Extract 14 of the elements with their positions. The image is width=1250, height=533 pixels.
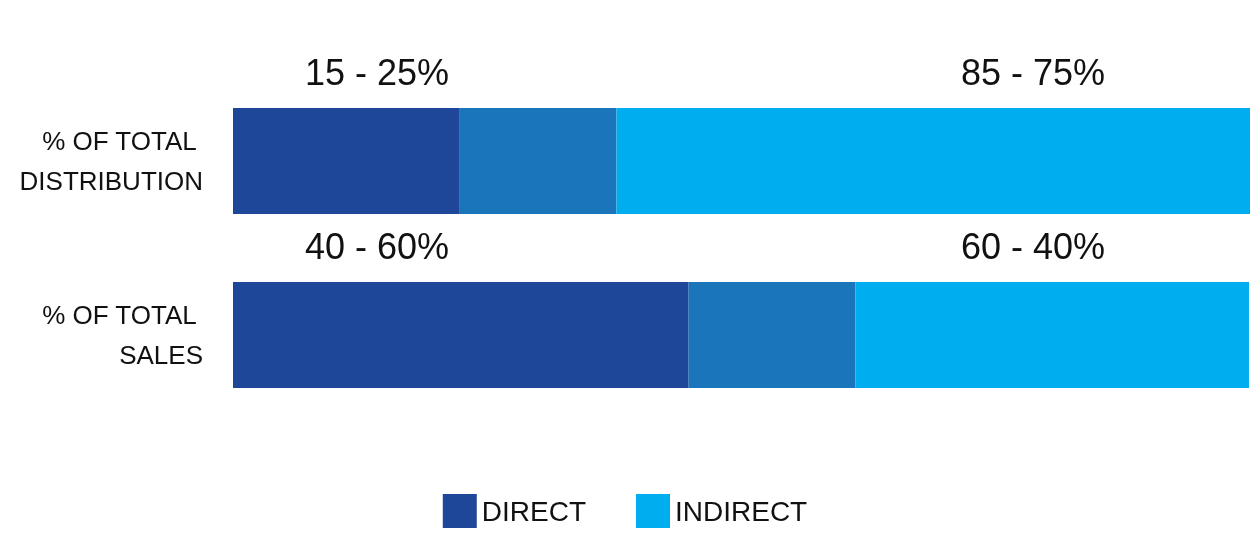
bar (459, 108, 617, 214)
legend-label: DIRECT (481, 495, 587, 527)
bar (233, 282, 689, 388)
bar (688, 282, 856, 388)
bar (616, 108, 1250, 214)
legend-label: INDIRECT (675, 495, 808, 527)
annotation: 15 - 25% (305, 51, 450, 93)
annotation: 40 - 60% (305, 225, 450, 267)
annotation: 60 - 40% (960, 225, 1106, 267)
y-tick-label: % OF TOTAL DISTRIBUTION (19, 126, 203, 196)
y-tick-label: % OF TOTAL SALES (42, 300, 203, 370)
bar (855, 282, 1249, 388)
annotation: 85 - 75% (960, 51, 1106, 93)
bar (233, 108, 460, 214)
